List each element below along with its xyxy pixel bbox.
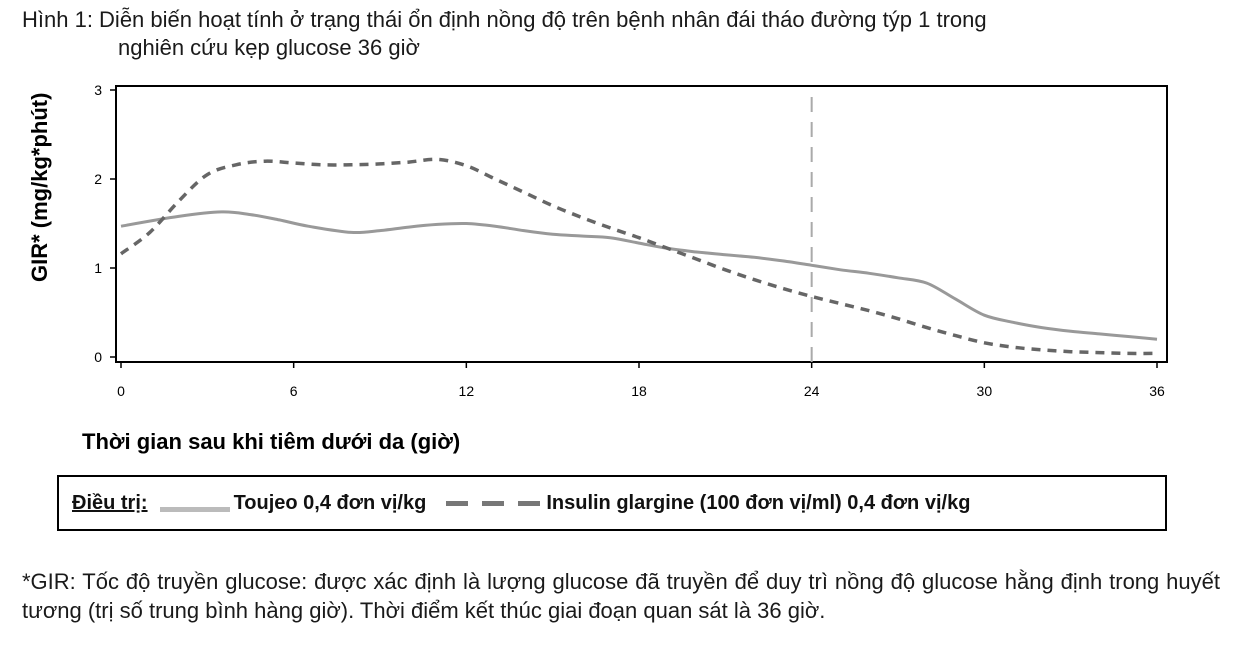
footnote: *GIR: Tốc độ truyền glucose: được xác đị…	[22, 569, 1220, 623]
x-tick-label: 12	[459, 383, 475, 399]
caption-line-1: Hình 1: Diễn biến hoạt tính ở trạng thái…	[22, 7, 987, 32]
y-tick-label: 0	[94, 349, 102, 365]
x-tick-label: 18	[631, 383, 647, 399]
y-axis-label: GIR* (mg/kg*phút)	[27, 93, 52, 282]
legend-label-toujeo: Toujeo 0,4 đơn vị/kg	[233, 491, 427, 514]
x-axis-label: Thời gian sau khi tiêm dưới da (giờ)	[82, 429, 460, 454]
plot-frame	[115, 85, 1168, 363]
legend-prefix: Điều trị:	[72, 491, 148, 514]
caption-line-2: nghiên cứu kẹp glucose 36 giờ	[118, 35, 420, 60]
legend-label-insulin-glargine: Insulin glargine (100 đơn vị/ml) 0,4 đơn…	[546, 491, 971, 514]
y-tick-label: 2	[94, 171, 102, 187]
x-tick-label: 30	[977, 383, 993, 399]
x-axis: 0 6 12 18 24 30 36	[117, 362, 1165, 399]
series-line-toujeo	[120, 210, 1158, 341]
y-axis: 0 1 2 3	[94, 82, 116, 365]
x-tick-label: 36	[1149, 383, 1165, 399]
y-tick-label: 3	[94, 82, 102, 98]
y-tick-label: 1	[94, 260, 102, 276]
legend: Điều trị: Toujeo 0,4 đơn vị/kg Insulin g…	[57, 475, 1167, 531]
legend-swatch-solid	[159, 506, 230, 512]
series-line-insulin-glargine	[119, 157, 1158, 356]
figure-caption: Hình 1: Diễn biến hoạt tính ở trạng thái…	[22, 6, 1222, 62]
x-tick-label: 6	[290, 383, 298, 399]
legend-swatch-dashed	[446, 500, 541, 506]
x-tick-label: 24	[804, 383, 820, 399]
x-tick-label: 0	[117, 383, 125, 399]
